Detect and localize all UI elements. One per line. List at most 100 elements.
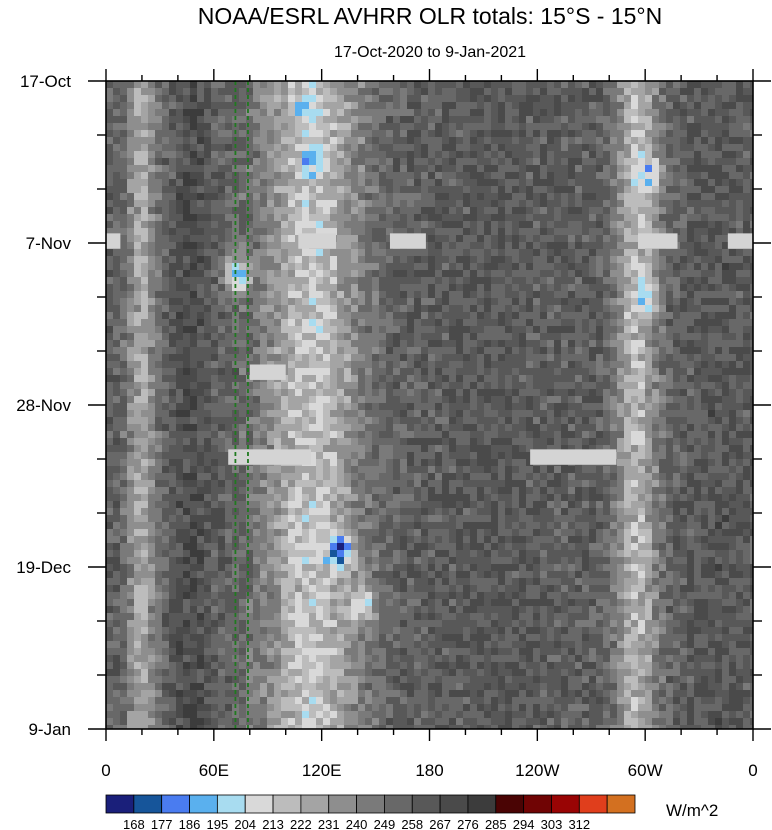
olr-cell xyxy=(456,193,464,201)
olr-cell xyxy=(421,305,429,313)
olr-cell xyxy=(239,438,247,446)
olr-cell xyxy=(722,354,730,362)
olr-cell xyxy=(386,186,394,194)
olr-cell xyxy=(680,410,688,418)
olr-cell xyxy=(484,249,492,257)
olr-cell xyxy=(547,326,555,334)
olr-cell xyxy=(421,193,429,201)
olr-cell xyxy=(148,452,156,460)
olr-cell xyxy=(113,88,121,96)
olr-cell xyxy=(169,431,177,439)
olr-cell xyxy=(309,165,317,173)
olr-cell xyxy=(442,389,450,397)
olr-cell xyxy=(603,81,611,89)
olr-cell xyxy=(365,354,373,362)
olr-cell xyxy=(155,158,163,166)
olr-cell xyxy=(645,347,653,355)
olr-cell xyxy=(610,123,618,131)
olr-cell xyxy=(379,263,387,271)
olr-cell xyxy=(169,375,177,383)
olr-cell xyxy=(379,172,387,180)
olr-cell xyxy=(484,151,492,159)
olr-cell xyxy=(225,116,233,124)
olr-cell xyxy=(589,361,597,369)
olr-cell xyxy=(533,445,541,453)
olr-cell xyxy=(673,263,681,271)
olr-cell xyxy=(386,249,394,257)
olr-cell xyxy=(379,438,387,446)
olr-cell xyxy=(386,375,394,383)
olr-cell xyxy=(155,235,163,243)
olr-cell xyxy=(309,368,317,376)
olr-cell xyxy=(155,438,163,446)
olr-cell xyxy=(743,417,751,425)
olr-cell xyxy=(365,95,373,103)
olr-cell xyxy=(113,438,121,446)
olr-cell xyxy=(267,95,275,103)
olr-cell xyxy=(162,109,170,117)
olr-cell xyxy=(155,403,163,411)
olr-cell xyxy=(456,382,464,390)
olr-cell xyxy=(603,305,611,313)
olr-cell xyxy=(155,452,163,460)
olr-cell xyxy=(442,242,450,250)
olr-cell xyxy=(379,298,387,306)
olr-cell xyxy=(533,263,541,271)
olr-cell xyxy=(715,81,723,89)
olr-cell xyxy=(617,102,625,110)
olr-cell xyxy=(274,389,282,397)
olr-cell xyxy=(337,396,345,404)
olr-cell xyxy=(372,347,380,355)
olr-cell xyxy=(512,375,520,383)
olr-cell xyxy=(358,200,366,208)
olr-cell xyxy=(666,249,674,257)
olr-cell xyxy=(533,326,541,334)
olr-cell xyxy=(715,291,723,299)
olr-cell xyxy=(673,200,681,208)
olr-cell xyxy=(225,270,233,278)
olr-cell xyxy=(323,284,331,292)
olr-cell xyxy=(498,354,506,362)
olr-cell xyxy=(449,263,457,271)
olr-cell xyxy=(463,445,471,453)
olr-cell xyxy=(750,333,753,341)
olr-cell xyxy=(134,116,142,124)
olr-cell xyxy=(274,424,282,432)
olr-cell xyxy=(617,151,625,159)
olr-cell xyxy=(365,116,373,124)
olr-cell xyxy=(575,340,583,348)
olr-cell xyxy=(722,88,730,96)
olr-cell xyxy=(673,116,681,124)
olr-cell xyxy=(330,291,338,299)
olr-cell xyxy=(421,452,429,460)
olr-cell xyxy=(197,424,205,432)
olr-cell xyxy=(372,116,380,124)
olr-cell xyxy=(148,88,156,96)
olr-cell xyxy=(176,361,184,369)
olr-cell xyxy=(365,200,373,208)
olr-cell xyxy=(547,172,555,180)
olr-cell xyxy=(183,403,191,411)
olr-cell xyxy=(246,312,254,320)
olr-cell xyxy=(302,256,310,264)
olr-cell xyxy=(302,368,310,376)
olr-cell xyxy=(302,361,310,369)
olr-cell xyxy=(498,151,506,159)
olr-cell xyxy=(253,312,261,320)
olr-cell xyxy=(561,375,569,383)
olr-cell xyxy=(477,291,485,299)
olr-cell xyxy=(533,102,541,110)
olr-cell xyxy=(323,200,331,208)
olr-cell xyxy=(295,333,303,341)
olr-cell xyxy=(421,81,429,89)
olr-cell xyxy=(729,256,737,264)
olr-cell xyxy=(659,116,667,124)
olr-cell xyxy=(540,200,548,208)
olr-cell xyxy=(358,389,366,397)
olr-cell xyxy=(106,410,114,418)
olr-cell xyxy=(113,144,121,152)
olr-cell xyxy=(225,130,233,138)
olr-cell xyxy=(421,200,429,208)
olr-cell xyxy=(547,424,555,432)
olr-cell xyxy=(736,431,744,439)
